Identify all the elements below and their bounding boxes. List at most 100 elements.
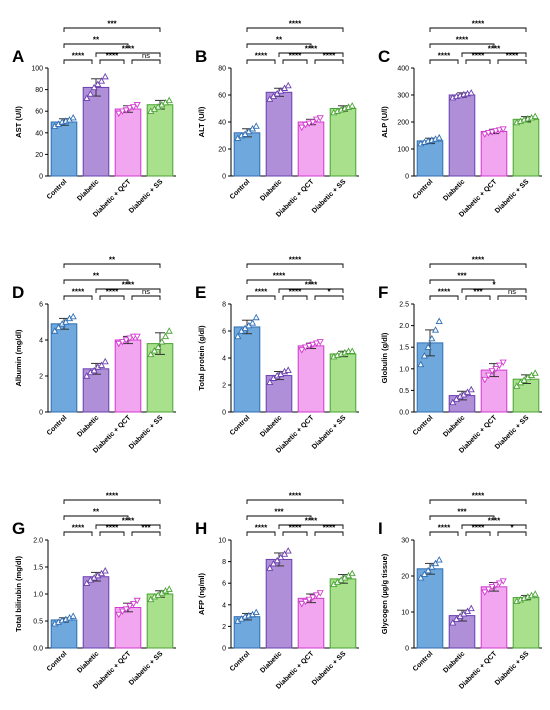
significance-label: ** [276,36,283,45]
y-tick-label: 400 [397,66,409,73]
y-tick-label: 0 [222,646,226,653]
significance-label: *** [141,524,151,533]
y-tick-label: 0 [405,646,409,653]
data-point [97,361,106,368]
x-tick-label: Diabetic + SS [128,178,165,215]
y-tick-label: 0 [222,174,226,181]
significance-bracket [429,499,527,504]
data-point [348,569,356,577]
significance-label: **** [323,52,336,61]
x-tick-label: Diabetic + SS [494,650,531,687]
significance-bracket [429,515,495,520]
x-tick-label: Diabetic + SS [128,414,165,451]
panel-label: B [195,47,207,66]
data-point [154,343,162,350]
x-tick-label: Diabetic + SS [311,414,348,451]
x-tick-label: Diabetic + SS [311,178,348,215]
data-point [122,606,130,613]
data-point [435,556,443,563]
panel-e: E Total protein (g/dl) 0 2 4 6 8 Control Diabeti… [183,236,366,472]
significance-label: *** [457,272,467,281]
y-tick-label: 0.5 [399,388,409,395]
data-point [69,113,77,121]
significance-label: **** [289,20,302,29]
data-point [531,590,539,597]
data-point [305,120,313,128]
y-axis-label: Globulin (g/dl) [380,332,389,383]
significance-label: * [492,281,496,290]
significance-label: **** [506,52,519,61]
data-point [435,317,443,324]
data-point [305,596,313,604]
significance-bracket [63,27,161,32]
x-tick-label: Diabetic [76,650,100,674]
data-point [298,347,306,354]
data-point [309,594,317,601]
data-point [531,112,539,120]
data-point [252,608,260,616]
data-point [348,347,356,354]
y-tick-label: 60 [35,109,43,116]
data-point [133,102,141,109]
significance-label: **** [472,492,485,501]
significance-bracket [246,43,312,48]
y-axis-label: AFP (ng/ml) [197,573,206,615]
data-point [69,612,77,619]
data-point [97,77,106,84]
significance-bracket [246,263,344,268]
data-point [54,323,63,331]
x-tick-label: Diabetic [259,414,283,438]
significance-label: **** [72,524,85,533]
data-point [266,378,274,385]
data-point [312,340,321,347]
significance-bracket [465,295,491,300]
x-tick-label: Control [412,650,435,673]
data-point [499,359,507,367]
significance-label: **** [255,288,268,297]
significance-bracket [278,524,344,529]
data-point [266,564,274,571]
significance-label: **** [289,492,302,501]
significance-bracket [246,531,276,536]
data-point [301,344,310,351]
x-tick-label: Control [46,414,69,437]
significance-label: **** [122,281,135,290]
significance-bracket [246,499,344,504]
significance-label: **** [255,52,268,61]
panel-label: A [12,47,24,66]
bar-3 [329,108,357,177]
data-point [301,598,310,606]
data-point [467,385,475,393]
data-point [252,122,260,129]
data-point [248,319,257,326]
significance-label: ns [142,51,150,60]
panel-label: G [12,519,25,538]
y-tick-label: 10 [218,538,226,545]
significance-bracket [95,288,161,293]
data-point [269,560,278,567]
y-tick-label: 2 [39,374,43,381]
bar-1 [265,91,293,177]
data-point [492,582,500,589]
significance-label: **** [106,52,119,61]
chart-c: C ALP (U/l) 0 100 200 300 400 Control Diabetic Di… [378,20,542,219]
data-point [316,590,324,597]
x-tick-label: Diabetic [442,414,466,438]
data-point [129,601,138,608]
x-tick-label: Control [229,650,252,673]
significance-bracket [95,524,161,529]
significance-bracket [63,59,93,64]
data-point [417,360,425,368]
data-point [252,313,260,321]
significance-bracket [429,43,495,48]
data-point [115,340,123,348]
y-tick-label: 10 [401,610,409,617]
data-point [417,574,425,581]
y-tick-label: 20 [218,147,226,154]
y-tick-label: 2 [222,383,226,390]
bar-0 [416,140,444,177]
data-point [495,127,504,134]
data-point [424,343,432,350]
y-tick-label: 0 [222,410,226,417]
y-tick-label: 20 [401,574,409,581]
